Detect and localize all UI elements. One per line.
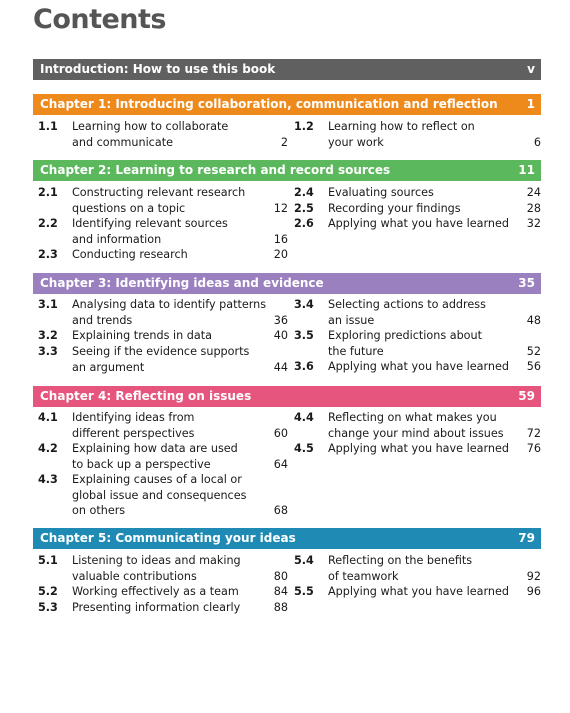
- entry-title: Constructing relevant research questions…: [72, 186, 246, 215]
- entry-page: 40: [273, 329, 288, 342]
- chapter-label: Chapter 5: Communicating your ideas: [40, 531, 296, 545]
- entry-number: 2.2: [38, 217, 58, 230]
- entry-number: 2.1: [38, 186, 58, 199]
- entry-title: Applying what you have learned: [328, 360, 509, 373]
- entry-title: Reflecting on the benefits of teamwork: [328, 554, 473, 583]
- entry-page: 96: [526, 585, 541, 598]
- chapter-page: 79: [518, 531, 535, 545]
- entry-number: 2.5: [294, 202, 314, 215]
- chapter-page: 1: [526, 97, 535, 111]
- intro-label: Introduction: How to use this book: [40, 62, 276, 76]
- entry-title: Selecting actions to address an issue: [328, 298, 486, 327]
- chapter-page: 59: [518, 389, 535, 403]
- entry-title: Listening to ideas and making valuable c…: [72, 554, 241, 583]
- entry-number: 1.2: [294, 120, 314, 133]
- entry-title: Explaining causes of a local or global i…: [72, 473, 247, 517]
- entry-page: 84: [273, 585, 288, 598]
- entry-title: Learning how to reflect on your work: [328, 120, 475, 149]
- entry-title: Applying what you have learned: [328, 585, 509, 598]
- entry-number: 5.5: [294, 585, 314, 598]
- chapter-5-bar[interactable]: Chapter 5: Communicating your ideas 79: [33, 528, 541, 549]
- entry-page: 24: [526, 186, 541, 199]
- entry-title: Applying what you have learned: [328, 442, 509, 455]
- entry-page: 76: [526, 442, 541, 455]
- entry-page: 80: [273, 569, 288, 583]
- entry-title: Presenting information clearly: [72, 601, 241, 614]
- entry-number: 3.2: [38, 329, 58, 342]
- entry-number: 4.3: [38, 473, 58, 486]
- entry-number: 4.1: [38, 411, 58, 424]
- entry-number: 3.6: [294, 360, 314, 373]
- chapter-label: Chapter 2: Learning to research and reco…: [40, 163, 391, 177]
- entry-page: 20: [273, 248, 288, 261]
- entry-page: 12: [273, 201, 288, 215]
- chapter-label: Chapter 3: Identifying ideas and evidenc…: [40, 276, 324, 290]
- entry-page: 56: [526, 360, 541, 373]
- entry-title: Conducting research: [72, 248, 188, 261]
- entry-page: 16: [273, 232, 288, 246]
- entry-page: 48: [526, 313, 541, 327]
- entry-page: 52: [526, 344, 541, 358]
- entry-number: 5.3: [38, 601, 58, 614]
- entry-page: 88: [273, 601, 288, 614]
- chapter-page: 11: [518, 163, 535, 177]
- entry-title: Reflecting on what makes you change your…: [328, 411, 504, 440]
- entry-title: Explaining trends in data: [72, 329, 212, 342]
- entry-page: 72: [526, 426, 541, 440]
- entry-page: 60: [273, 426, 288, 440]
- chapter-1-bar[interactable]: Chapter 1: Introducing collaboration, co…: [33, 94, 541, 115]
- entry-number: 1.1: [38, 120, 58, 133]
- entry-number: 3.4: [294, 298, 314, 311]
- entry-title: Learning how to collaborate and communic…: [72, 120, 229, 149]
- entry-page: 68: [273, 504, 288, 517]
- entry-page: 32: [526, 217, 541, 230]
- entry-number: 4.2: [38, 442, 58, 455]
- entry-page: 2: [280, 135, 288, 149]
- entry-number: 2.6: [294, 217, 314, 230]
- chapter-3-bar[interactable]: Chapter 3: Identifying ideas and evidenc…: [33, 273, 541, 294]
- entry-title: Working effectively as a team: [72, 585, 239, 598]
- entry-number: 3.3: [38, 345, 58, 358]
- entry-title: Seeing if the evidence supports an argum…: [72, 345, 250, 374]
- chapter-label: Chapter 4: Reflecting on issues: [40, 389, 252, 403]
- chapter-2-bar[interactable]: Chapter 2: Learning to research and reco…: [33, 160, 541, 181]
- entry-title: Exploring predictions about the future: [328, 329, 482, 358]
- entry-page: 36: [273, 313, 288, 327]
- chapter-label: Chapter 1: Introducing collaboration, co…: [40, 97, 498, 111]
- intro-bar[interactable]: Introduction: How to use this book v: [33, 59, 541, 80]
- entry-title: Analysing data to identify patterns and …: [72, 298, 267, 327]
- entry-number: 4.5: [294, 442, 314, 455]
- entry-number: 3.1: [38, 298, 58, 311]
- entry-number: 2.3: [38, 248, 58, 261]
- entry-title: Evaluating sources: [328, 186, 434, 199]
- page-title: Contents: [33, 4, 167, 35]
- entry-title: Identifying ideas from different perspec…: [72, 411, 195, 440]
- entry-number: 4.4: [294, 411, 314, 424]
- entry-title: Identifying relevant sources and informa…: [72, 217, 228, 246]
- entry-page: 6: [533, 135, 541, 149]
- entry-number: 5.1: [38, 554, 58, 567]
- entry-title: Explaining how data are used to back up …: [72, 442, 238, 471]
- entry-page: 28: [526, 202, 541, 215]
- entry-page: 64: [273, 457, 288, 471]
- entry-page: 44: [273, 360, 288, 374]
- entry-page: 92: [526, 569, 541, 583]
- chapter-4-bar[interactable]: Chapter 4: Reflecting on issues 59: [33, 386, 541, 407]
- chapter-page: 35: [518, 276, 535, 290]
- entry-number: 5.4: [294, 554, 314, 567]
- entry-number: 5.2: [38, 585, 58, 598]
- entry-title: Recording your findings: [328, 202, 461, 215]
- intro-page: v: [527, 62, 535, 76]
- entry-number: 3.5: [294, 329, 314, 342]
- entry-number: 2.4: [294, 186, 314, 199]
- entry-title: Applying what you have learned: [328, 217, 509, 230]
